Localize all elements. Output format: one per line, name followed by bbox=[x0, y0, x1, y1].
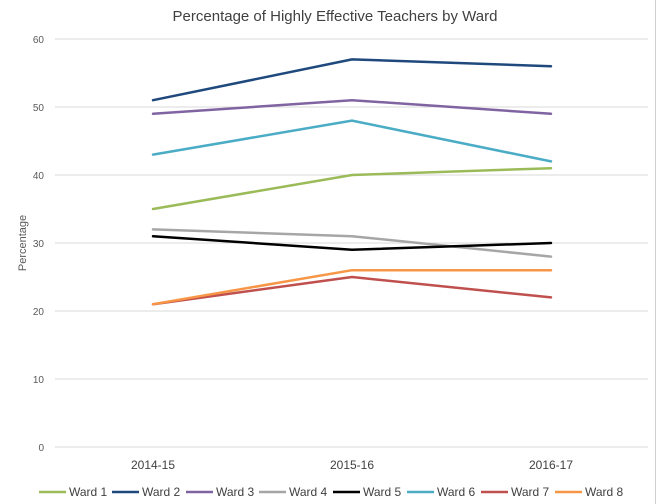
legend-item: Ward 7 bbox=[481, 485, 550, 499]
x-category-label: 2014-15 bbox=[131, 458, 175, 472]
legend-item: Ward 2 bbox=[112, 485, 181, 499]
y-axis-label: Percentage bbox=[17, 215, 29, 271]
legend-item: Ward 4 bbox=[259, 485, 328, 499]
chart-title: Percentage of Highly Effective Teachers … bbox=[173, 8, 498, 25]
legend-item: Ward 6 bbox=[407, 485, 476, 499]
y-tick-label: 60 bbox=[33, 35, 45, 46]
legend-item: Ward 5 bbox=[333, 485, 402, 499]
series-line-ward-2 bbox=[151, 58, 553, 102]
y-tick-label: 20 bbox=[33, 307, 45, 318]
series-line-ward-1 bbox=[151, 166, 553, 211]
y-tick-label: 40 bbox=[33, 171, 45, 182]
y-axis-ticks: 0 10 20 30 40 50 60 bbox=[33, 35, 45, 454]
legend-item: Ward 8 bbox=[555, 485, 624, 499]
series-line-ward-6 bbox=[151, 119, 553, 163]
series-line-ward-7 bbox=[151, 275, 553, 306]
legend-label: Ward 6 bbox=[437, 485, 476, 499]
y-tick-label: 30 bbox=[33, 239, 45, 250]
legend-item: Ward 3 bbox=[186, 485, 255, 499]
legend-label: Ward 7 bbox=[511, 485, 550, 499]
legend-label: Ward 3 bbox=[216, 485, 255, 499]
y-tick-label: 0 bbox=[38, 443, 44, 454]
legend-label: Ward 1 bbox=[69, 485, 108, 499]
x-category-label: 2015-16 bbox=[330, 458, 374, 472]
legend-label: Ward 4 bbox=[289, 485, 328, 499]
legend: Ward 1 Ward 2 Ward 3 Ward 4 Ward 5 Ward 6 Ward… bbox=[39, 485, 624, 499]
legend-item: Ward 1 bbox=[39, 485, 108, 499]
series-line-ward-8 bbox=[151, 268, 553, 306]
series-lines bbox=[151, 58, 553, 306]
y-tick-label: 10 bbox=[33, 375, 45, 386]
legend-label: Ward 8 bbox=[585, 485, 624, 499]
legend-label: Ward 2 bbox=[142, 485, 181, 499]
y-tick-label: 50 bbox=[33, 103, 45, 114]
legend-label: Ward 5 bbox=[363, 485, 402, 499]
x-category-label: 2016-17 bbox=[529, 458, 573, 472]
x-axis-categories: 2014-15 2015-16 2016-17 bbox=[131, 458, 573, 472]
